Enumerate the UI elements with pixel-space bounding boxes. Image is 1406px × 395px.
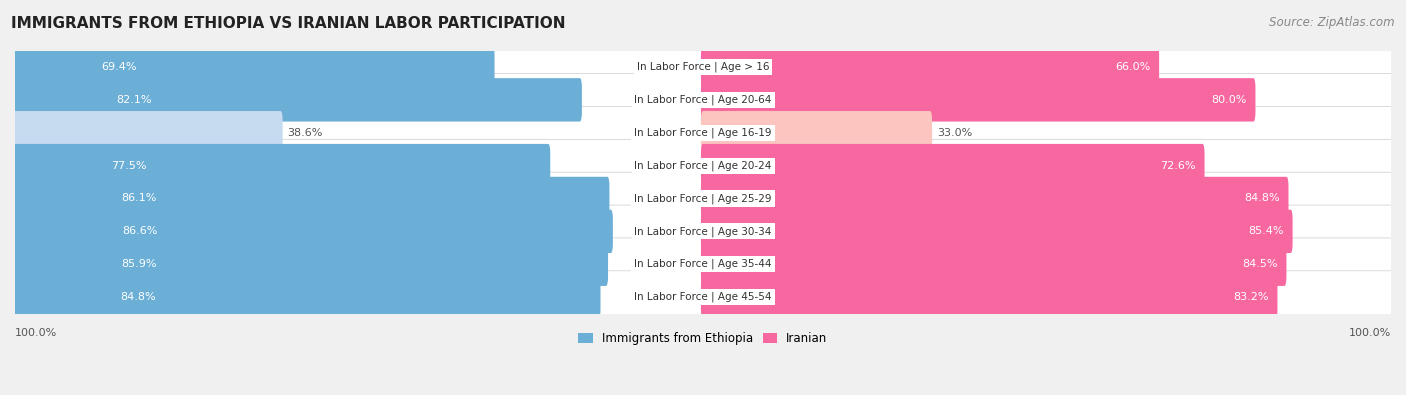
- FancyBboxPatch shape: [13, 205, 1393, 258]
- Text: 77.5%: 77.5%: [111, 161, 146, 171]
- Text: 85.9%: 85.9%: [121, 259, 157, 269]
- Text: In Labor Force | Age 25-29: In Labor Force | Age 25-29: [634, 193, 772, 204]
- Text: Source: ZipAtlas.com: Source: ZipAtlas.com: [1270, 16, 1395, 29]
- Text: 82.1%: 82.1%: [117, 95, 152, 105]
- FancyBboxPatch shape: [13, 210, 613, 253]
- FancyBboxPatch shape: [13, 238, 1393, 291]
- Text: 33.0%: 33.0%: [936, 128, 972, 138]
- Legend: Immigrants from Ethiopia, Iranian: Immigrants from Ethiopia, Iranian: [574, 327, 832, 350]
- Text: 80.0%: 80.0%: [1211, 95, 1247, 105]
- FancyBboxPatch shape: [13, 172, 1393, 225]
- FancyBboxPatch shape: [702, 243, 1286, 286]
- FancyBboxPatch shape: [13, 41, 1393, 93]
- FancyBboxPatch shape: [13, 144, 550, 187]
- FancyBboxPatch shape: [13, 275, 600, 319]
- Text: In Labor Force | Age 45-54: In Labor Force | Age 45-54: [634, 292, 772, 302]
- Text: 100.0%: 100.0%: [1348, 328, 1391, 339]
- FancyBboxPatch shape: [13, 106, 1393, 159]
- FancyBboxPatch shape: [702, 177, 1288, 220]
- Text: In Labor Force | Age 20-64: In Labor Force | Age 20-64: [634, 95, 772, 105]
- FancyBboxPatch shape: [702, 275, 1278, 319]
- FancyBboxPatch shape: [13, 139, 1393, 192]
- FancyBboxPatch shape: [13, 73, 1393, 126]
- Text: 84.5%: 84.5%: [1241, 259, 1278, 269]
- Text: 84.8%: 84.8%: [1244, 194, 1279, 203]
- Text: 83.2%: 83.2%: [1233, 292, 1268, 302]
- FancyBboxPatch shape: [13, 177, 609, 220]
- Text: 86.1%: 86.1%: [122, 194, 157, 203]
- FancyBboxPatch shape: [702, 78, 1256, 122]
- FancyBboxPatch shape: [13, 111, 283, 154]
- Text: 84.8%: 84.8%: [120, 292, 156, 302]
- Text: In Labor Force | Age 35-44: In Labor Force | Age 35-44: [634, 259, 772, 269]
- FancyBboxPatch shape: [702, 45, 1159, 89]
- FancyBboxPatch shape: [702, 210, 1292, 253]
- Text: 72.6%: 72.6%: [1160, 161, 1195, 171]
- Text: In Labor Force | Age 20-24: In Labor Force | Age 20-24: [634, 160, 772, 171]
- Text: 38.6%: 38.6%: [287, 128, 323, 138]
- Text: 85.4%: 85.4%: [1249, 226, 1284, 236]
- FancyBboxPatch shape: [702, 111, 932, 154]
- Text: 69.4%: 69.4%: [101, 62, 136, 72]
- FancyBboxPatch shape: [13, 271, 1393, 324]
- Text: IMMIGRANTS FROM ETHIOPIA VS IRANIAN LABOR PARTICIPATION: IMMIGRANTS FROM ETHIOPIA VS IRANIAN LABO…: [11, 16, 565, 31]
- Text: 100.0%: 100.0%: [15, 328, 58, 339]
- FancyBboxPatch shape: [13, 45, 495, 89]
- Text: In Labor Force | Age 30-34: In Labor Force | Age 30-34: [634, 226, 772, 237]
- FancyBboxPatch shape: [13, 78, 582, 122]
- Text: In Labor Force | Age > 16: In Labor Force | Age > 16: [637, 62, 769, 72]
- Text: 86.6%: 86.6%: [122, 226, 157, 236]
- FancyBboxPatch shape: [702, 144, 1205, 187]
- Text: 66.0%: 66.0%: [1115, 62, 1150, 72]
- Text: In Labor Force | Age 16-19: In Labor Force | Age 16-19: [634, 128, 772, 138]
- FancyBboxPatch shape: [13, 243, 607, 286]
